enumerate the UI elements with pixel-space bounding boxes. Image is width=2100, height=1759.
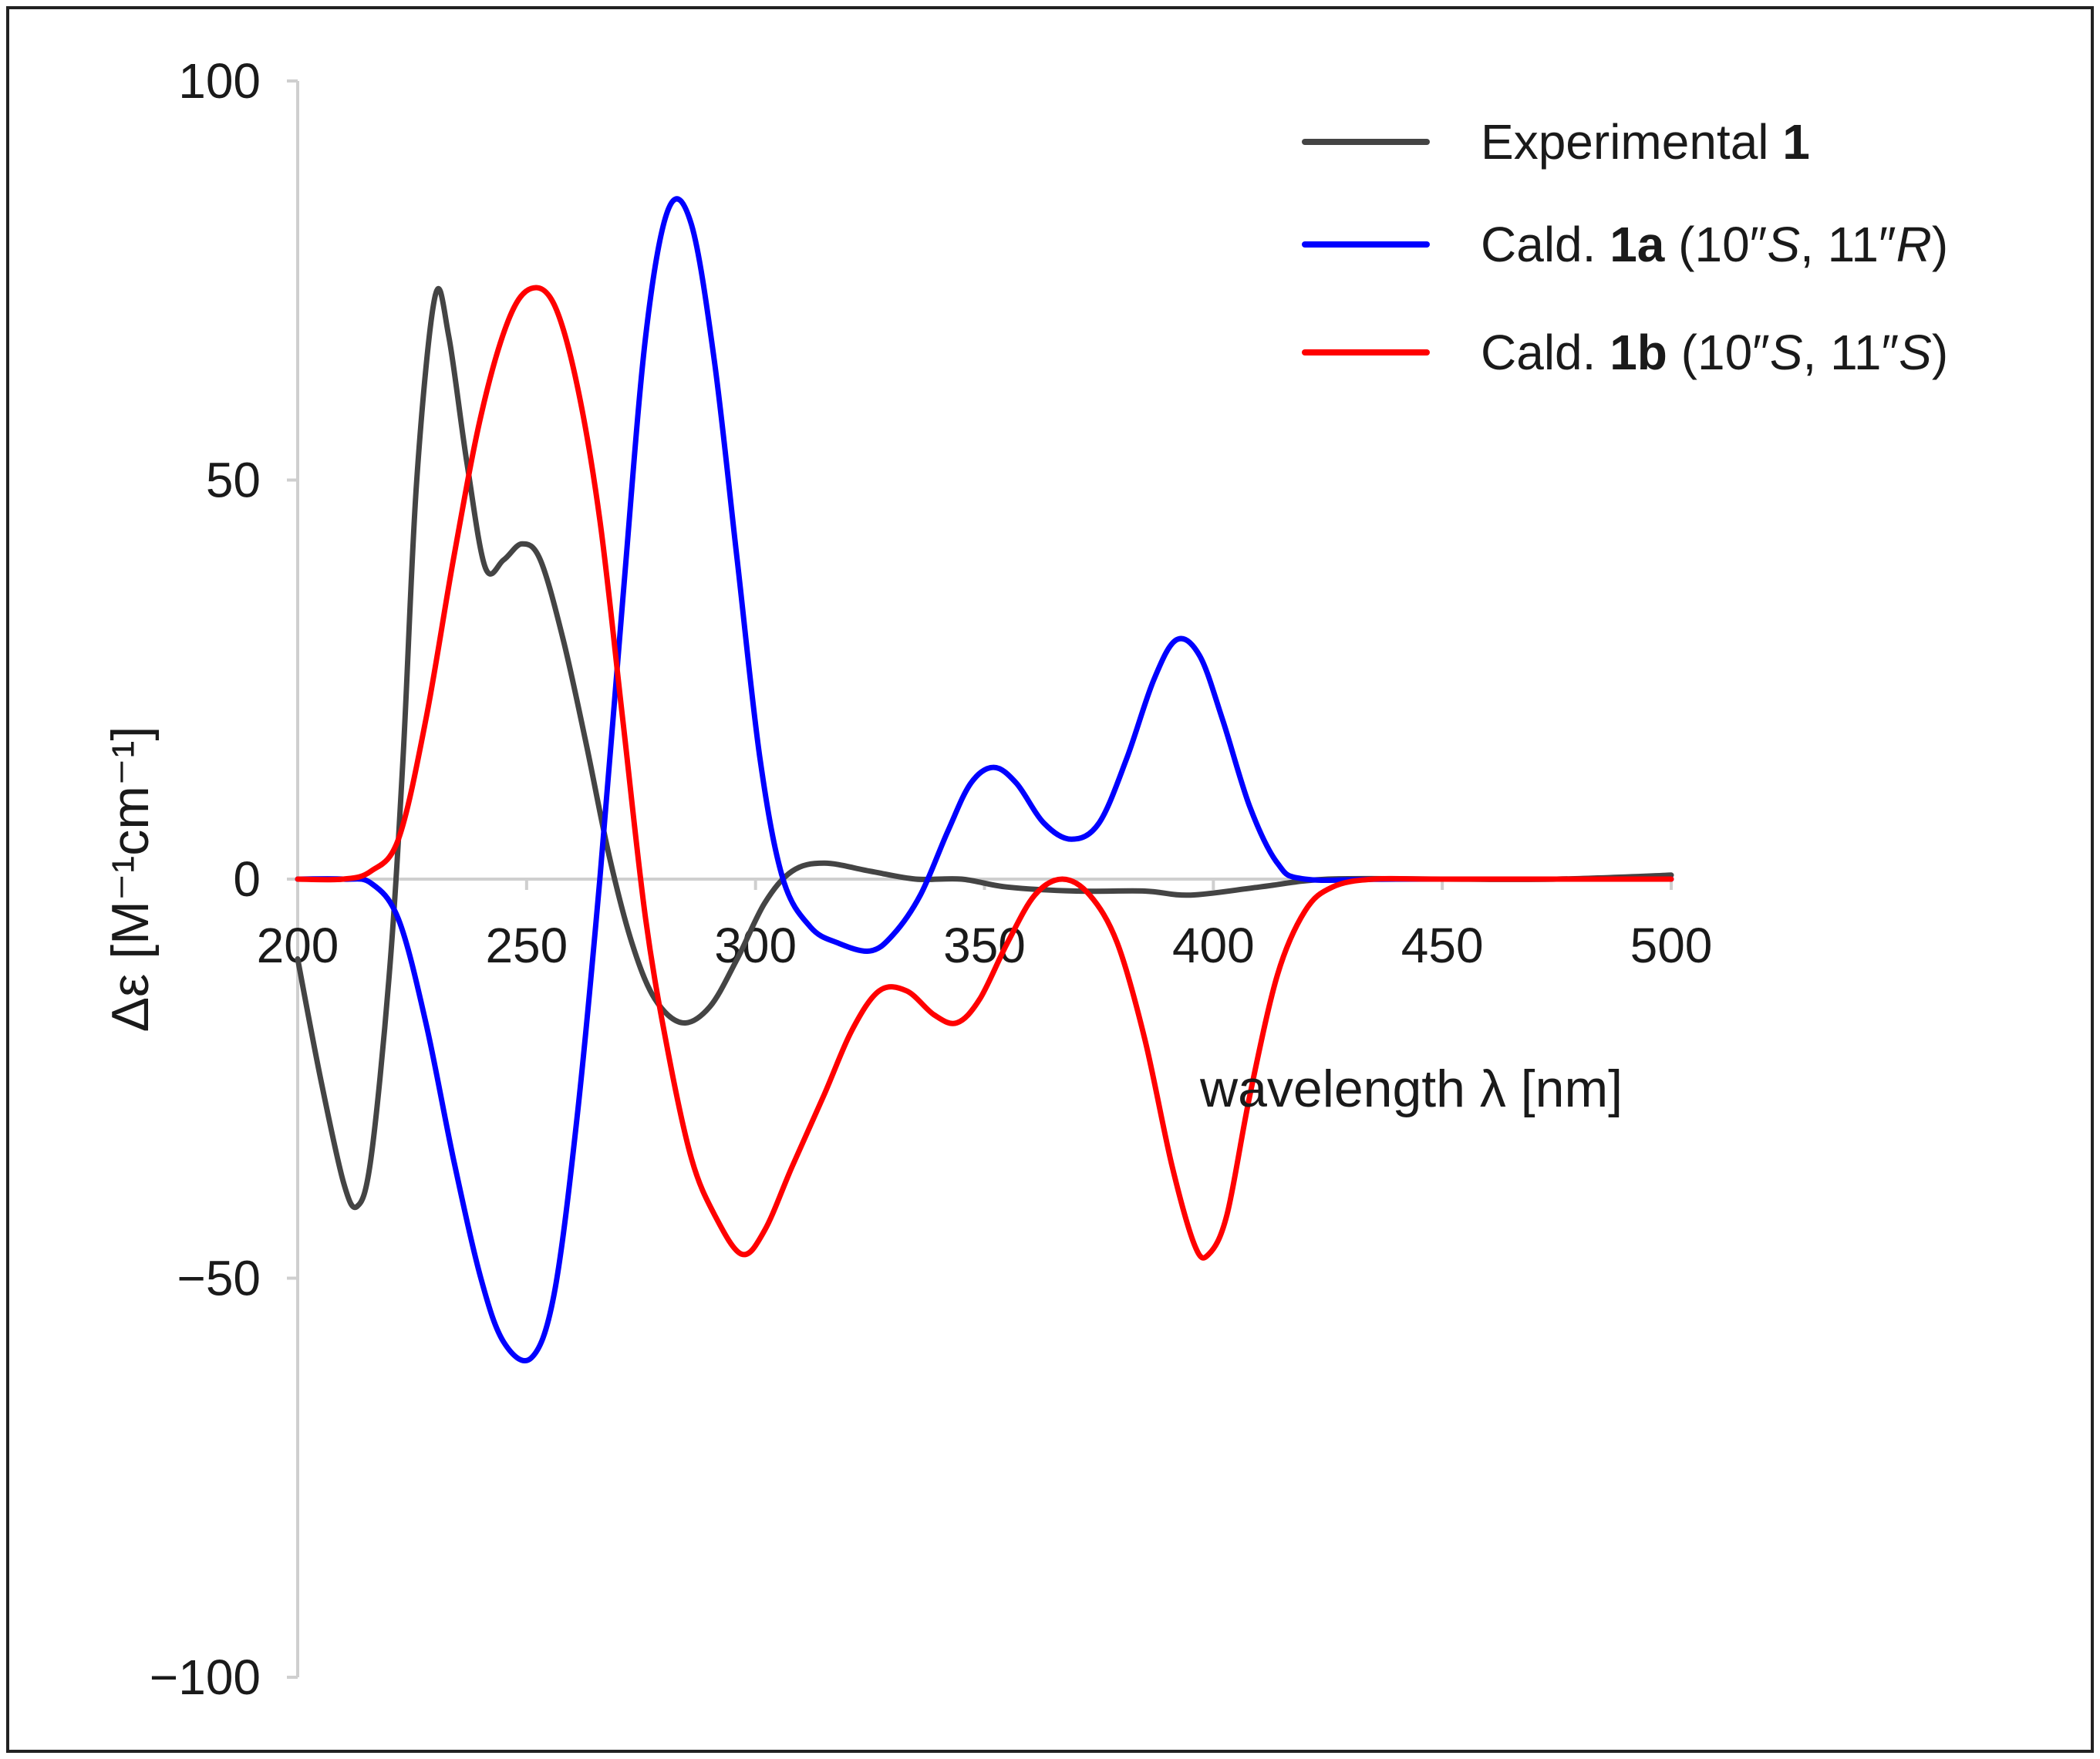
legend-label: Experimental 1 [1481,114,1810,170]
x-tick-label: 500 [1630,918,1713,973]
x-axis-title: wavelength λ [nm] [1199,1060,1623,1118]
series-group [295,196,1674,1363]
legend-label: Cald. 1a (10″S, 11″R) [1481,217,1948,272]
legend-item-cald-1a: Cald. 1a (10″S, 11″R) [1302,217,1948,272]
x-tick-label: 250 [485,918,568,973]
y-axis-title: Δε [M⁻¹cm⁻¹] [101,726,160,1033]
legend-label: Cald. 1b (10″S, 11″S) [1481,325,1948,380]
legend: Experimental 1 Cald. 1a (10″S, 11″R) Cald.… [1302,114,1948,380]
y-tick-label: 100 [178,53,261,109]
x-tick-label: 400 [1172,918,1255,973]
series-experimental-1-line [295,286,1674,1211]
x-ticks: 200 250 300 350 400 450 500 [257,879,1713,973]
y-ticks: −100 −50 0 50 100 [150,53,298,1705]
series-cald-1a-line [295,196,1674,1363]
series-cald-1b-line [295,285,1674,1261]
x-tick-label: 450 [1401,918,1484,973]
y-tick-label: −50 [177,1251,261,1306]
y-tick-label: 50 [206,453,261,508]
y-tick-label: 0 [233,851,261,907]
legend-item-cald-1b: Cald. 1b (10″S, 11″S) [1302,325,1948,380]
x-tick-label: 300 [714,918,797,973]
legend-item-experimental-1: Experimental 1 [1302,114,1810,170]
x-tick-label: 350 [943,918,1026,973]
y-tick-label: −100 [150,1649,261,1705]
